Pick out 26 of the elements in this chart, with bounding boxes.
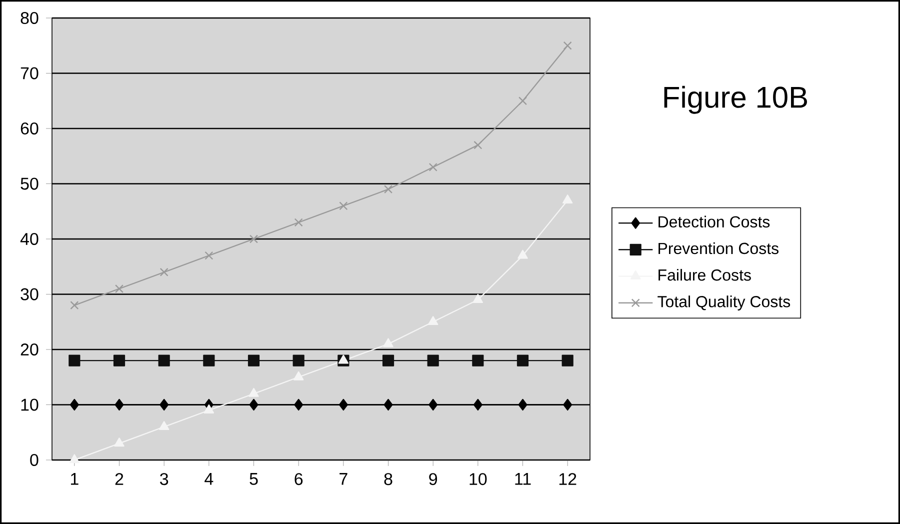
x-tick-label: 10 — [470, 473, 487, 486]
x-tick-label: 9 — [429, 473, 438, 486]
y-tick-label: 30 — [20, 288, 38, 300]
x-tick-label: 8 — [384, 473, 392, 486]
x-tick-label: 11 — [515, 473, 531, 485]
legend-label: Detection Costs — [658, 216, 770, 228]
x-tick-label: 4 — [204, 473, 214, 485]
y-tick-label: 60 — [20, 122, 38, 135]
y-tick-label: 50 — [20, 178, 38, 190]
y-tick-label: 70 — [20, 67, 38, 80]
x-tick-label: 12 — [559, 473, 576, 485]
text: Figure 10B — [664, 86, 807, 114]
x-tick-label: 7 — [340, 473, 348, 485]
legend-label: Prevention Costs — [658, 242, 778, 254]
y-tick-label: 80 — [20, 12, 38, 24]
x-tick-label: 6 — [294, 473, 303, 486]
x-tick-label: 5 — [250, 473, 258, 485]
x-tick-label: 1 — [70, 473, 78, 485]
legend-label: Total Quality Costs — [658, 296, 790, 310]
legend-label: Failure Costs — [658, 268, 751, 281]
x-tick-label: 3 — [160, 473, 168, 486]
y-tick-label: 20 — [20, 343, 38, 356]
x-tick-label: 2 — [115, 473, 124, 485]
y-tick-label: 0 — [30, 454, 38, 466]
y-tick-label: 40 — [20, 232, 38, 245]
y-tick-label: 10 — [21, 398, 38, 411]
